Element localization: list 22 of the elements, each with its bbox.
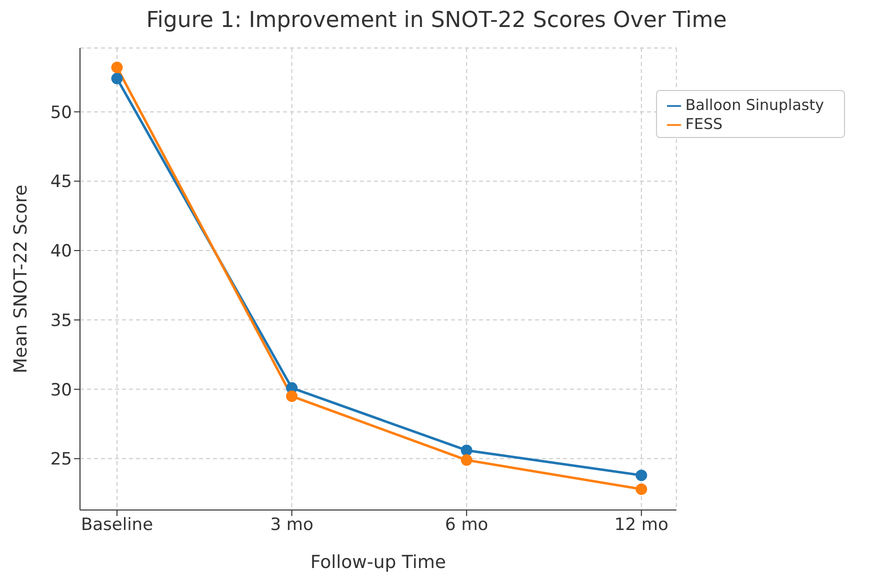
- point: [636, 470, 648, 482]
- point: [111, 72, 123, 84]
- y-axis-title: Mean SNOT-22 Score: [10, 184, 32, 374]
- x-tick-label: 3 mo: [270, 515, 314, 536]
- y-tick-label: 35: [50, 310, 72, 331]
- point: [111, 62, 123, 74]
- y-tick-label: 40: [50, 242, 72, 262]
- y-tick-label: 25: [50, 450, 72, 470]
- point: [460, 454, 472, 466]
- x-axis-title: Follow-up Time: [310, 552, 446, 573]
- y-tick-label: 45: [50, 172, 72, 192]
- y-tick-label: 50: [50, 102, 72, 123]
- y-tick-label: 30: [50, 380, 72, 400]
- x-tick-label: 6 mo: [445, 515, 488, 536]
- chart-title: Figure 1: Improvement in SNOT-22 Scores Over Time: [145, 8, 728, 35]
- point: [460, 444, 472, 456]
- point: [636, 483, 648, 495]
- x-tick-label: Baseline: [80, 515, 154, 536]
- legend-label: FESS: [685, 115, 723, 133]
- point: [286, 390, 298, 402]
- legend-label: Balloon Sinuplasty: [685, 96, 824, 114]
- x-tick-label: 12 mo: [614, 515, 668, 536]
